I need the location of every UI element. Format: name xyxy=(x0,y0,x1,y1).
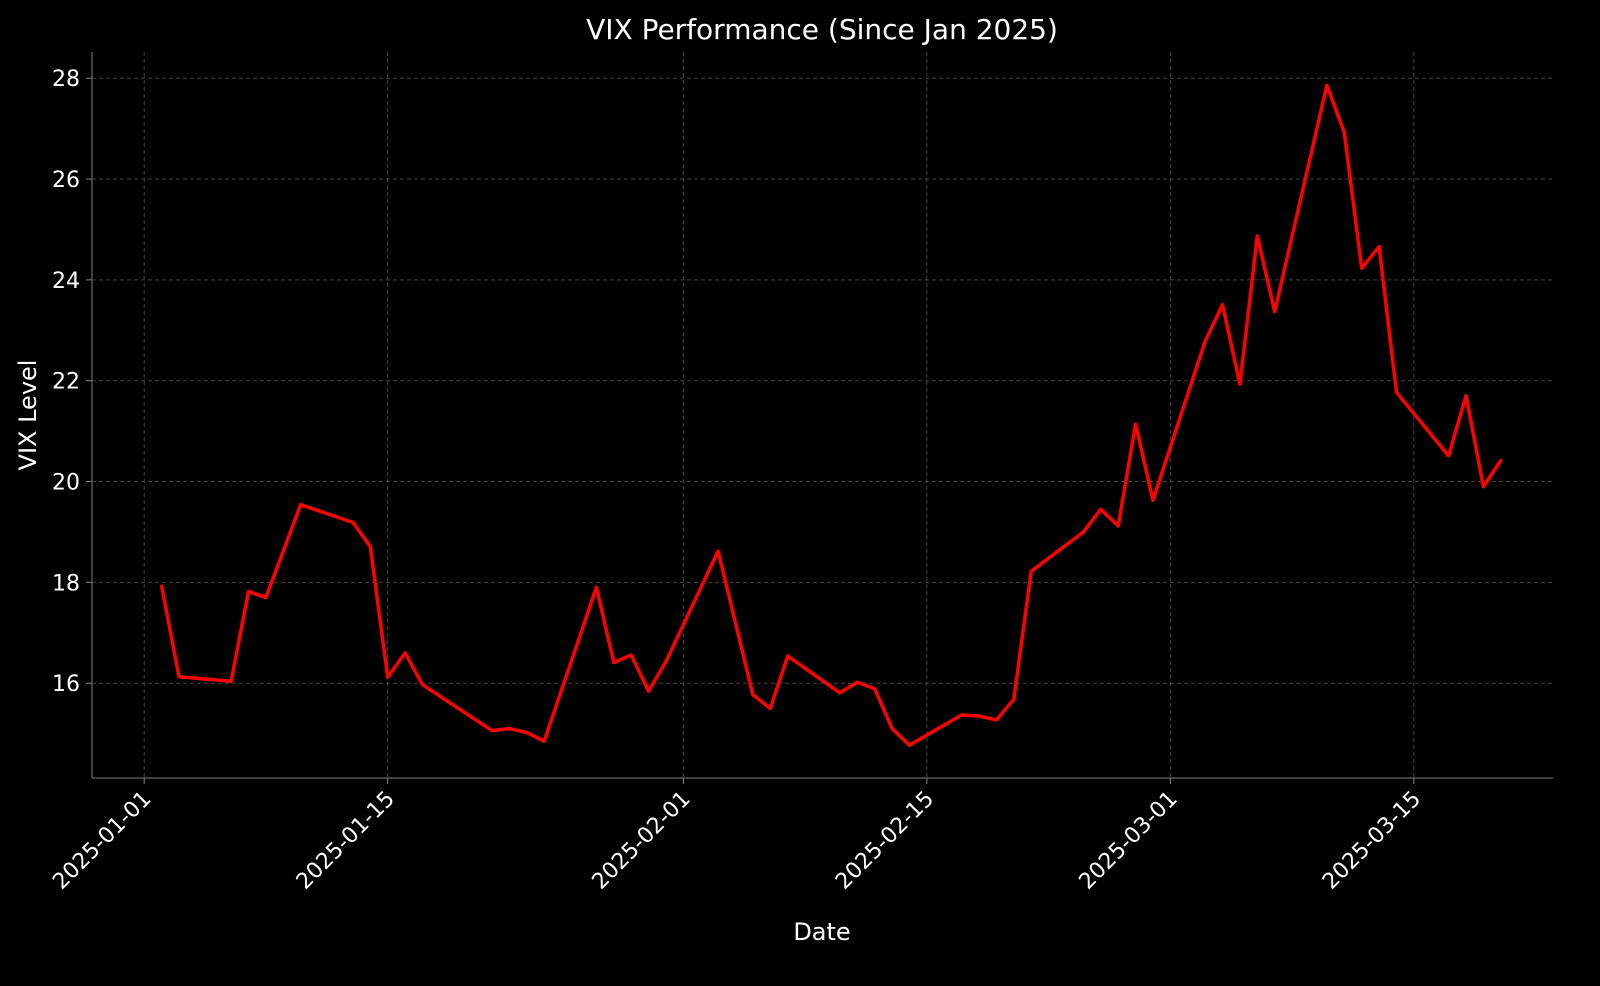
data-point xyxy=(368,545,372,549)
axes xyxy=(91,52,1553,779)
data-point xyxy=(247,589,251,593)
y-tick-label: 24 xyxy=(52,269,80,294)
data-point xyxy=(786,654,790,658)
data-point xyxy=(160,584,164,588)
y-tick-label: 28 xyxy=(52,67,80,92)
data-point xyxy=(420,683,424,687)
data-point xyxy=(351,520,355,524)
data-point xyxy=(1151,498,1155,502)
data-point xyxy=(1203,339,1207,343)
data-point xyxy=(229,679,233,683)
data-point xyxy=(1273,310,1277,314)
data-point xyxy=(1464,394,1468,398)
y-tick-label: 16 xyxy=(52,672,80,697)
x-axis-label: Date xyxy=(793,918,850,946)
data-point xyxy=(386,675,390,679)
y-tick-label: 26 xyxy=(52,168,80,193)
data-point xyxy=(751,693,755,697)
data-point xyxy=(490,729,494,733)
data-point xyxy=(716,549,720,553)
data-point xyxy=(1081,530,1085,534)
data-point xyxy=(768,706,772,710)
x-tick-label: 2025-03-01 xyxy=(1075,787,1183,895)
data-point xyxy=(1221,303,1225,307)
data-point xyxy=(907,743,911,747)
data-point xyxy=(838,691,842,695)
data-point xyxy=(1116,524,1120,528)
data-point xyxy=(264,596,268,600)
data-point xyxy=(1499,458,1503,462)
data-point xyxy=(177,675,181,679)
y-tick-label: 18 xyxy=(52,571,80,596)
series xyxy=(159,83,1503,747)
data-point xyxy=(1360,266,1364,270)
data-point xyxy=(1447,454,1451,458)
data-point xyxy=(855,680,859,684)
x-tick-label: 2025-02-15 xyxy=(831,787,939,895)
y-tick-label: 22 xyxy=(52,370,80,395)
data-point xyxy=(1325,83,1329,87)
data-point xyxy=(1238,382,1242,386)
data-point xyxy=(1481,485,1485,489)
data-point xyxy=(1099,507,1103,511)
data-point xyxy=(1255,234,1259,238)
x-tick-label: 2025-02-01 xyxy=(588,787,696,895)
x-tick-label: 2025-01-01 xyxy=(48,787,156,895)
data-point xyxy=(1029,569,1033,573)
data-point xyxy=(960,713,964,717)
data-point xyxy=(994,718,998,722)
data-point xyxy=(873,687,877,691)
data-point xyxy=(1134,422,1138,426)
data-point xyxy=(612,661,616,665)
x-tick-label: 2025-03-15 xyxy=(1318,787,1426,895)
x-tick-label: 2025-01-15 xyxy=(292,787,400,895)
data-point xyxy=(1394,390,1398,394)
grid xyxy=(92,52,1553,778)
data-point xyxy=(647,689,651,693)
data-point xyxy=(977,714,981,718)
vix-series-line xyxy=(159,83,1503,747)
data-point xyxy=(299,503,303,507)
data-point xyxy=(1342,131,1346,135)
data-point xyxy=(594,585,598,589)
data-point xyxy=(525,731,529,735)
data-point xyxy=(629,653,633,657)
y-ticks: 16 18 20 22 24 26 28 xyxy=(52,67,92,697)
y-axis-label: VIX Level xyxy=(14,360,42,471)
x-ticks: 2025-01-01 2025-01-15 2025-02-01 2025-02-15… xyxy=(48,778,1426,895)
data-point xyxy=(403,651,407,655)
data-point xyxy=(664,660,668,664)
data-point xyxy=(890,727,894,731)
chart-title: VIX Performance (Since Jan 2025) xyxy=(586,13,1058,46)
data-point xyxy=(507,727,511,731)
data-point xyxy=(542,739,546,743)
y-tick-label: 20 xyxy=(52,471,80,496)
data-point xyxy=(1377,245,1381,249)
data-point xyxy=(1012,697,1016,701)
